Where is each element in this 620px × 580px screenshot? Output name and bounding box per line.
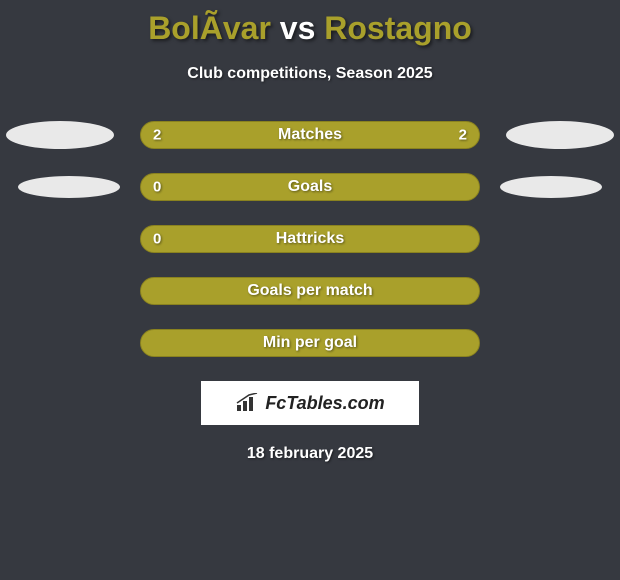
- comparison-panel: BolÃ­var vs Rostagno Club competitions, …: [0, 0, 620, 463]
- player-left-marker: [6, 121, 114, 149]
- stat-row: 2 Matches 2: [0, 121, 620, 149]
- chart-icon: [235, 393, 261, 413]
- stat-bar: 0 Hattricks: [140, 225, 480, 253]
- stat-bar: 0 Goals: [140, 173, 480, 201]
- stat-row: 0 Goals: [0, 173, 620, 201]
- stat-value-left: 0: [153, 179, 161, 196]
- stat-bar: 2 Matches 2: [140, 121, 480, 149]
- player-right-marker: [506, 121, 614, 149]
- stats-rows: 2 Matches 2 0 Goals 0 Hattricks Goals per match…: [0, 121, 620, 357]
- stat-label: Hattricks: [276, 230, 344, 248]
- stat-row: 0 Hattricks: [0, 225, 620, 253]
- vs-separator: vs: [271, 10, 324, 46]
- stat-label: Goals per match: [247, 282, 372, 300]
- stat-label: Matches: [278, 126, 342, 144]
- page-title: BolÃ­var vs Rostagno: [0, 0, 620, 47]
- stat-bar: Min per goal: [140, 329, 480, 357]
- player-left-marker: [18, 176, 120, 198]
- stat-row: Min per goal: [0, 329, 620, 357]
- subtitle: Club competitions, Season 2025: [0, 65, 620, 83]
- player-right-name: Rostagno: [324, 10, 472, 46]
- stat-label: Goals: [288, 178, 332, 196]
- stat-label: Min per goal: [263, 334, 357, 352]
- logo-text: FcTables.com: [265, 393, 384, 414]
- stat-value-left: 2: [153, 127, 161, 144]
- player-right-marker: [500, 176, 602, 198]
- date: 18 february 2025: [0, 445, 620, 463]
- player-left-name: BolÃ­var: [148, 10, 271, 46]
- logo-box: FcTables.com: [201, 381, 419, 425]
- stat-bar: Goals per match: [140, 277, 480, 305]
- stat-value-left: 0: [153, 231, 161, 248]
- stat-value-right: 2: [459, 127, 467, 144]
- stat-row: Goals per match: [0, 277, 620, 305]
